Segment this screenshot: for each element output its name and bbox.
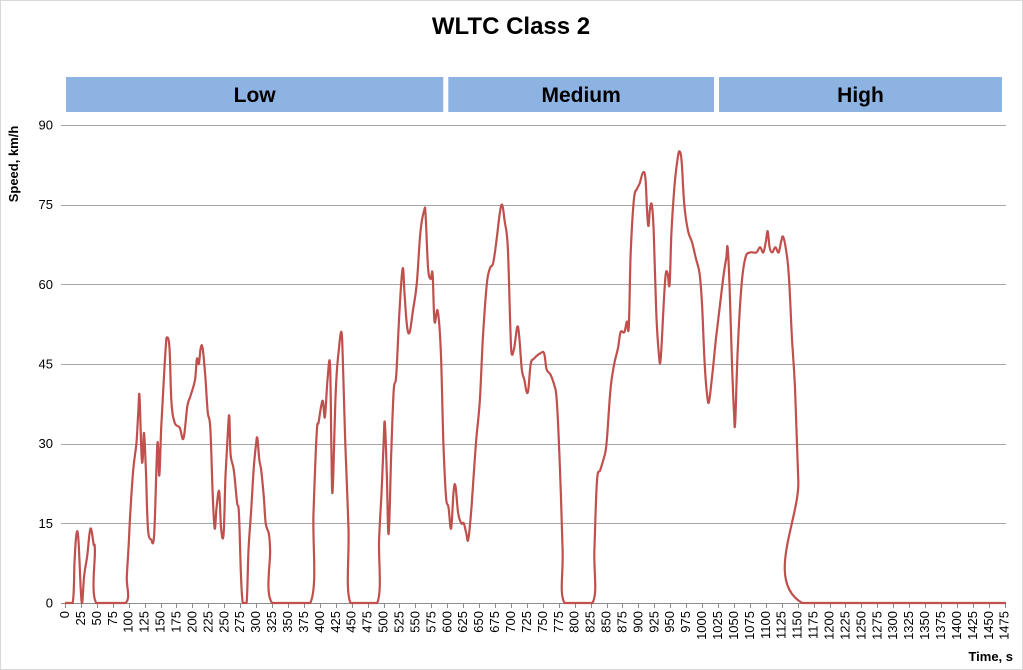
x-tick-label: 150 bbox=[153, 611, 168, 633]
gridlines bbox=[61, 125, 1006, 608]
x-tick-label: 275 bbox=[232, 611, 247, 633]
x-tick-label: 1125 bbox=[774, 611, 789, 639]
x-tick-label: 0 bbox=[57, 611, 72, 618]
x-tick-label: 25 bbox=[73, 611, 88, 625]
x-tick-label: 900 bbox=[630, 611, 645, 633]
x-tick-label: 1050 bbox=[726, 611, 741, 640]
y-tick-label: 45 bbox=[39, 357, 53, 372]
x-tick-label: 600 bbox=[439, 611, 454, 633]
chart-title: WLTC Class 2 bbox=[432, 13, 590, 40]
x-tick-label: 700 bbox=[503, 611, 518, 633]
x-tick-label: 425 bbox=[328, 611, 343, 633]
phase-bands: Low Medium High bbox=[66, 77, 1002, 112]
phase-band bbox=[448, 77, 715, 112]
x-tick-label: 1250 bbox=[853, 611, 868, 640]
x-tick-label: 200 bbox=[184, 611, 199, 633]
y-tick-label: 75 bbox=[39, 197, 53, 212]
x-tick-label: 1425 bbox=[965, 611, 980, 640]
x-tick-label: 650 bbox=[471, 611, 486, 633]
x-tick-label: 1000 bbox=[694, 611, 709, 640]
x-tick-label: 1150 bbox=[790, 611, 805, 639]
phase-band bbox=[719, 77, 1002, 112]
y-axis-title: Speed, km/h bbox=[6, 126, 21, 203]
y-tick-label: 90 bbox=[39, 118, 53, 133]
x-tick-label: 1450 bbox=[981, 611, 996, 640]
x-tick-label: 575 bbox=[423, 611, 438, 633]
x-tick-label: 500 bbox=[376, 611, 391, 633]
y-tick-label: 15 bbox=[39, 516, 53, 531]
x-tick-label: 625 bbox=[455, 611, 470, 633]
x-tick-label: 1325 bbox=[901, 611, 916, 640]
phase-label: Medium bbox=[541, 84, 620, 107]
x-tick-label: 950 bbox=[662, 611, 677, 633]
x-tick-label: 825 bbox=[583, 611, 598, 633]
x-tick-label: 450 bbox=[344, 611, 359, 633]
y-tick-label: 0 bbox=[46, 596, 53, 611]
x-tick-label: 1475 bbox=[997, 611, 1012, 640]
x-tick-label: 1400 bbox=[949, 611, 964, 640]
x-tick-labels: 0 25 50 75 100 125 150 175 200 225 250 275 300 325 350… bbox=[57, 611, 1012, 640]
y-tick-labels: 0 15 30 45 60 75 90 bbox=[39, 118, 53, 611]
x-tick-label: 925 bbox=[646, 611, 661, 633]
x-tick-label: 175 bbox=[168, 611, 183, 633]
x-tick-label: 1100 bbox=[758, 611, 773, 639]
x-tick-label: 125 bbox=[137, 611, 152, 633]
phase-band bbox=[66, 77, 444, 112]
x-tick-label: 1075 bbox=[742, 611, 757, 640]
x-tick-label: 525 bbox=[391, 611, 406, 633]
x-tick-label: 475 bbox=[360, 611, 375, 633]
x-tick-label: 1350 bbox=[917, 611, 932, 640]
x-tick-label: 400 bbox=[312, 611, 327, 633]
x-tick-label: 50 bbox=[89, 611, 104, 625]
x-tick-label: 225 bbox=[200, 611, 215, 633]
x-tick-label: 875 bbox=[614, 611, 629, 633]
x-tick-label: 1175 bbox=[806, 611, 821, 639]
x-tick-label: 100 bbox=[121, 611, 136, 633]
x-tick-label: 1025 bbox=[710, 611, 725, 640]
x-axis-title: Time, s bbox=[968, 649, 1013, 664]
y-tick-label: 60 bbox=[39, 277, 53, 292]
x-tick-label: 675 bbox=[487, 611, 502, 633]
x-tick-label: 1300 bbox=[885, 611, 900, 640]
x-tick-label: 75 bbox=[105, 611, 120, 625]
x-tick-label: 975 bbox=[678, 611, 693, 633]
y-tick-label: 30 bbox=[39, 436, 53, 451]
x-tick-label: 375 bbox=[296, 611, 311, 633]
x-tick-label: 725 bbox=[519, 611, 534, 633]
x-tick-label: 800 bbox=[567, 611, 582, 633]
x-tick-label: 325 bbox=[264, 611, 279, 633]
x-tick-label: 1225 bbox=[837, 611, 852, 640]
x-tick-label: 750 bbox=[535, 611, 550, 633]
x-tick-label: 775 bbox=[551, 611, 566, 633]
phase-label: Low bbox=[234, 84, 277, 107]
x-tick-label: 300 bbox=[248, 611, 263, 633]
phase-label: High bbox=[837, 84, 884, 107]
x-tick-label: 550 bbox=[407, 611, 422, 633]
x-tick-label: 350 bbox=[280, 611, 295, 633]
x-tick-label: 1275 bbox=[869, 611, 884, 640]
x-tick-label: 850 bbox=[599, 611, 614, 633]
x-tick-label: 250 bbox=[216, 611, 231, 633]
speed-line-series bbox=[65, 150, 1006, 605]
x-tick-label: 1375 bbox=[933, 611, 948, 640]
x-tick-label: 1200 bbox=[822, 611, 837, 640]
